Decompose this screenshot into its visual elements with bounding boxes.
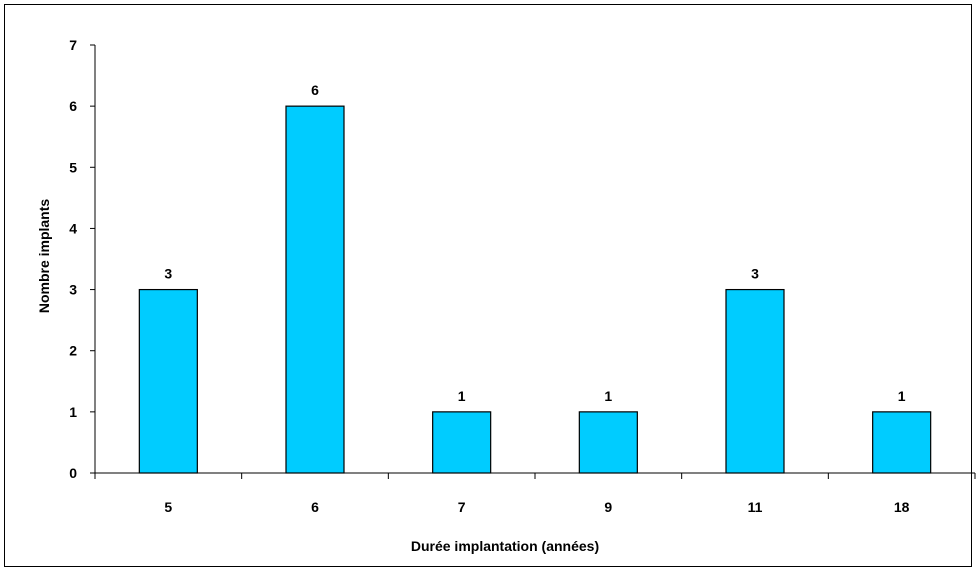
x-tick-label: 11 [748,499,763,515]
bar-11 [725,288,785,474]
data-label: 6 [311,82,319,98]
data-labels: 3 6 1 1 3 1 [164,82,905,404]
y-tick-label: 1 [69,404,77,420]
axes [94,45,975,474]
bar-18 [872,411,932,474]
x-tick-label: 18 [894,499,910,515]
y-tick-label: 3 [69,282,77,298]
y-tick-label: 2 [69,343,77,359]
bar-5 [138,288,198,474]
bar-6 [285,105,345,474]
x-tick-label: 6 [311,499,319,515]
y-axis-ticks: 0 1 2 3 4 5 6 7 [69,37,95,481]
data-label: 3 [164,266,172,282]
data-label: 1 [604,388,612,404]
data-label: 1 [898,388,906,404]
y-tick-label: 4 [69,220,77,236]
y-tick-label: 0 [69,465,77,481]
data-label: 1 [458,388,466,404]
x-axis-title: Durée implantation (années) [411,538,599,554]
x-tick-label: 5 [164,499,172,515]
bar-7 [432,411,492,474]
x-tick-label: 7 [458,499,466,515]
y-tick-label: 6 [69,98,77,114]
y-tick-label: 5 [69,159,77,175]
y-tick-label: 7 [69,37,77,53]
data-label: 3 [751,266,759,282]
x-tick-label: 9 [604,499,612,515]
bar-9 [578,411,638,474]
x-axis-ticks: 5 6 7 9 11 18 [94,473,976,515]
bars [138,105,932,474]
y-axis-title: Nombre implants [36,199,52,314]
